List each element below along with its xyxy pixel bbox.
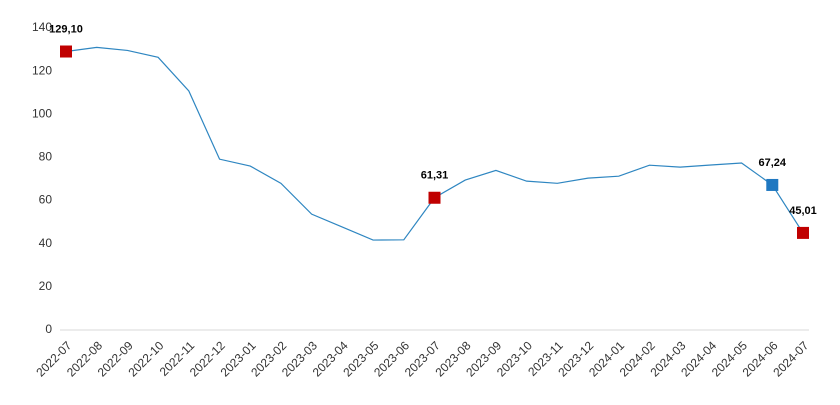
line (65, 46, 804, 241)
marker (766, 178, 779, 191)
y-tick-label: 80 (39, 150, 53, 164)
y-tick-label: 120 (32, 63, 52, 77)
y-tick-label: 140 (32, 20, 52, 34)
value-label: 61,31 (421, 170, 449, 182)
marker (428, 191, 441, 204)
y-tick-label: 100 (32, 106, 52, 120)
marker (797, 226, 809, 239)
y-tick-label: 0 (45, 322, 52, 336)
y-tick-label: 60 (39, 193, 53, 207)
value-label: 67,24 (759, 157, 787, 169)
y-tick-label: 20 (39, 279, 53, 293)
value-label: 45,01 (789, 205, 817, 217)
value-label: 129,10 (49, 23, 83, 35)
marker (60, 45, 72, 58)
y-tick-label: 40 (39, 236, 53, 250)
